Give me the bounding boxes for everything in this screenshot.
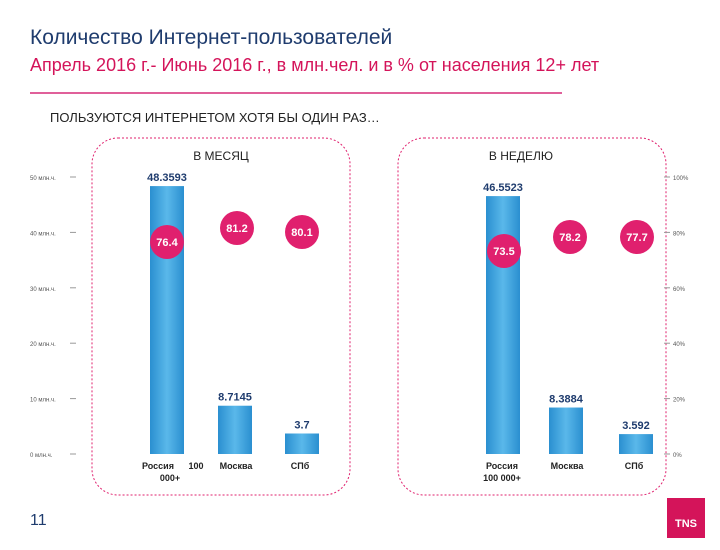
right-axis-tick-label: 20% xyxy=(673,398,686,404)
left-axis-tick-label: 20 млн.ч. xyxy=(30,342,56,348)
category-label: Россия xyxy=(486,461,518,471)
percent-bubble xyxy=(620,220,654,254)
left-axis-tick-label: 40 млн.ч. xyxy=(30,231,56,237)
title-divider xyxy=(30,92,562,94)
percent-bubble xyxy=(553,220,587,254)
bar-value-label: 48.3593 xyxy=(147,172,187,184)
percent-bubble-label: 81.2 xyxy=(226,223,247,235)
tns-logo: TNS xyxy=(667,498,705,538)
percent-bubble xyxy=(487,234,521,268)
page-title: Количество Интернет-пользователей xyxy=(30,26,393,49)
panel-frame-week xyxy=(397,137,667,496)
chart-title-week: В НЕДЕЛЮ xyxy=(489,149,553,163)
bar-value-label: 3.7 xyxy=(294,420,309,432)
bar-value-label: 8.7145 xyxy=(218,392,252,404)
percent-bubble xyxy=(150,225,184,259)
bar-value-label: 8.3884 xyxy=(549,394,584,406)
percent-bubble xyxy=(220,211,254,245)
right-axis-tick-label: 0% xyxy=(673,453,682,459)
page-number: 11 xyxy=(30,512,47,529)
category-label: 100 000+ xyxy=(483,473,521,483)
page-subtitle: Апрель 2016 г.- Июнь 2016 г., в млн.чел.… xyxy=(30,55,600,75)
right-axis-tick-label: 60% xyxy=(673,287,686,293)
left-axis-tick-label: 30 млн.ч. xyxy=(30,287,56,293)
right-axis-tick-label: 100% xyxy=(673,176,689,182)
chart-title-month: В МЕСЯЦ xyxy=(193,149,249,163)
percent-bubble-label: 80.1 xyxy=(291,227,312,239)
category-label: Россия xyxy=(142,461,174,471)
bar-month xyxy=(285,433,319,454)
percent-bubble-label: 73.5 xyxy=(493,246,514,258)
right-axis-tick-label: 40% xyxy=(673,342,686,348)
section-heading: ПОЛЬЗУЮТСЯ ИНТЕРНЕТОМ ХОТЯ БЫ ОДИН РАЗ… xyxy=(50,110,380,125)
category-label: 100 xyxy=(188,461,203,471)
percent-bubble-label: 76.4 xyxy=(156,237,178,249)
left-axis-tick-label: 10 млн.ч. xyxy=(30,398,56,404)
percent-bubble xyxy=(285,215,319,249)
category-label: Москва xyxy=(551,461,585,471)
percent-bubble-label: 78.2 xyxy=(559,232,580,244)
right-axis-tick-label: 80% xyxy=(673,231,686,237)
left-axis-tick-label: 50 млн.ч. xyxy=(30,176,56,182)
category-label: 000+ xyxy=(160,473,180,483)
left-axis-tick-label: 0 млн.ч. xyxy=(30,453,53,459)
bar-week xyxy=(549,407,583,454)
bar-week xyxy=(619,434,653,454)
category-label: Москва xyxy=(220,461,254,471)
bar-month xyxy=(218,405,252,454)
bar-value-label: 46.5523 xyxy=(483,182,523,194)
category-label: СПб xyxy=(291,461,310,471)
category-label: СПб xyxy=(625,461,644,471)
percent-bubble-label: 77.7 xyxy=(626,232,647,244)
bar-value-label: 3.592 xyxy=(622,420,650,432)
